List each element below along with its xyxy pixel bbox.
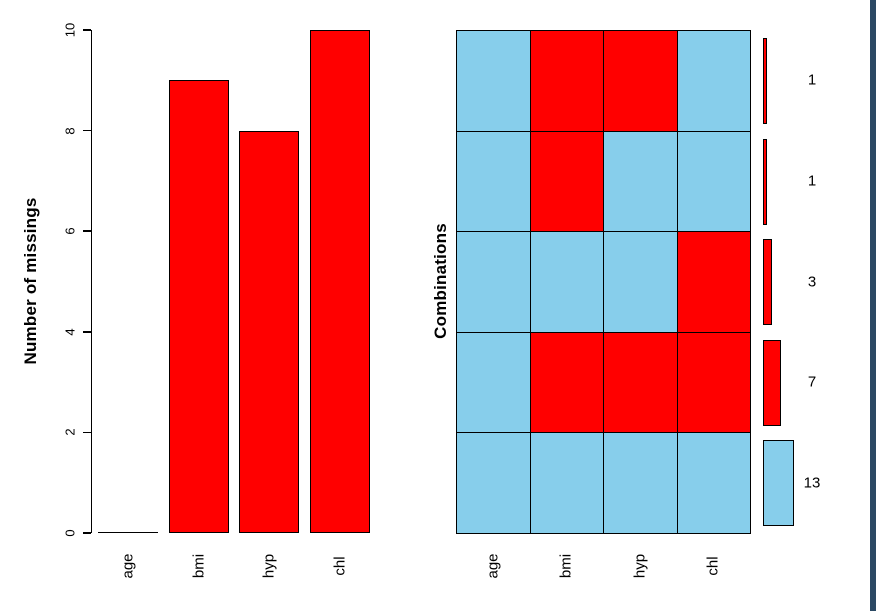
grid-cell-hyp xyxy=(603,30,678,132)
y-axis-tick xyxy=(82,431,91,434)
count-label: 13 xyxy=(803,474,821,492)
y-axis-line xyxy=(90,30,92,533)
count-label: 1 xyxy=(807,172,817,190)
grid-cell-chl xyxy=(676,432,752,535)
count-bar xyxy=(763,339,781,426)
grid-cell-age xyxy=(456,331,531,434)
grid-cell-chl xyxy=(676,130,752,233)
grid-cell-chl xyxy=(676,331,752,434)
grid-cell-hyp xyxy=(603,130,678,233)
y-axis-tick xyxy=(82,331,91,333)
grid-cell-age xyxy=(456,130,531,233)
grid-cell-age xyxy=(456,231,531,334)
right-y-axis-title: Combinations xyxy=(431,223,450,339)
y-axis-tick xyxy=(82,532,91,534)
grid-cell-bmi xyxy=(529,231,605,334)
bar-chl xyxy=(310,30,371,533)
grid-cell-hyp xyxy=(603,231,678,334)
count-label: 3 xyxy=(807,273,817,290)
grid-cell-bmi xyxy=(529,331,605,434)
x-category-label: bmi xyxy=(557,553,575,579)
grid-cell-age xyxy=(456,432,531,535)
count-bar xyxy=(763,138,768,225)
grid-cell-hyp xyxy=(603,432,678,535)
left-y-axis-title: Number of missings xyxy=(21,197,40,365)
count-bar xyxy=(763,440,794,527)
grid-cell-hyp xyxy=(603,331,678,434)
grid-cell-bmi xyxy=(529,30,605,132)
y-axis-tick xyxy=(82,230,91,232)
count-bar xyxy=(763,239,772,326)
x-category-label: hyp xyxy=(631,553,649,579)
bar-bmi xyxy=(168,80,229,533)
grid-cell-bmi xyxy=(529,130,605,233)
count-label: 1 xyxy=(807,71,817,89)
x-category-label: chl xyxy=(704,556,722,576)
y-axis-tick xyxy=(82,129,91,132)
grid-cell-bmi xyxy=(529,432,605,535)
grid-cell-chl xyxy=(676,231,752,334)
count-bar xyxy=(763,38,768,124)
window-right-border xyxy=(870,0,876,611)
grid-cell-age xyxy=(456,30,531,132)
bar-hyp xyxy=(239,130,300,533)
count-label: 7 xyxy=(807,373,817,391)
x-category-label: age xyxy=(484,553,502,579)
bar-age xyxy=(98,531,158,533)
y-axis-tick xyxy=(82,29,91,31)
grid-cell-chl xyxy=(676,30,752,132)
